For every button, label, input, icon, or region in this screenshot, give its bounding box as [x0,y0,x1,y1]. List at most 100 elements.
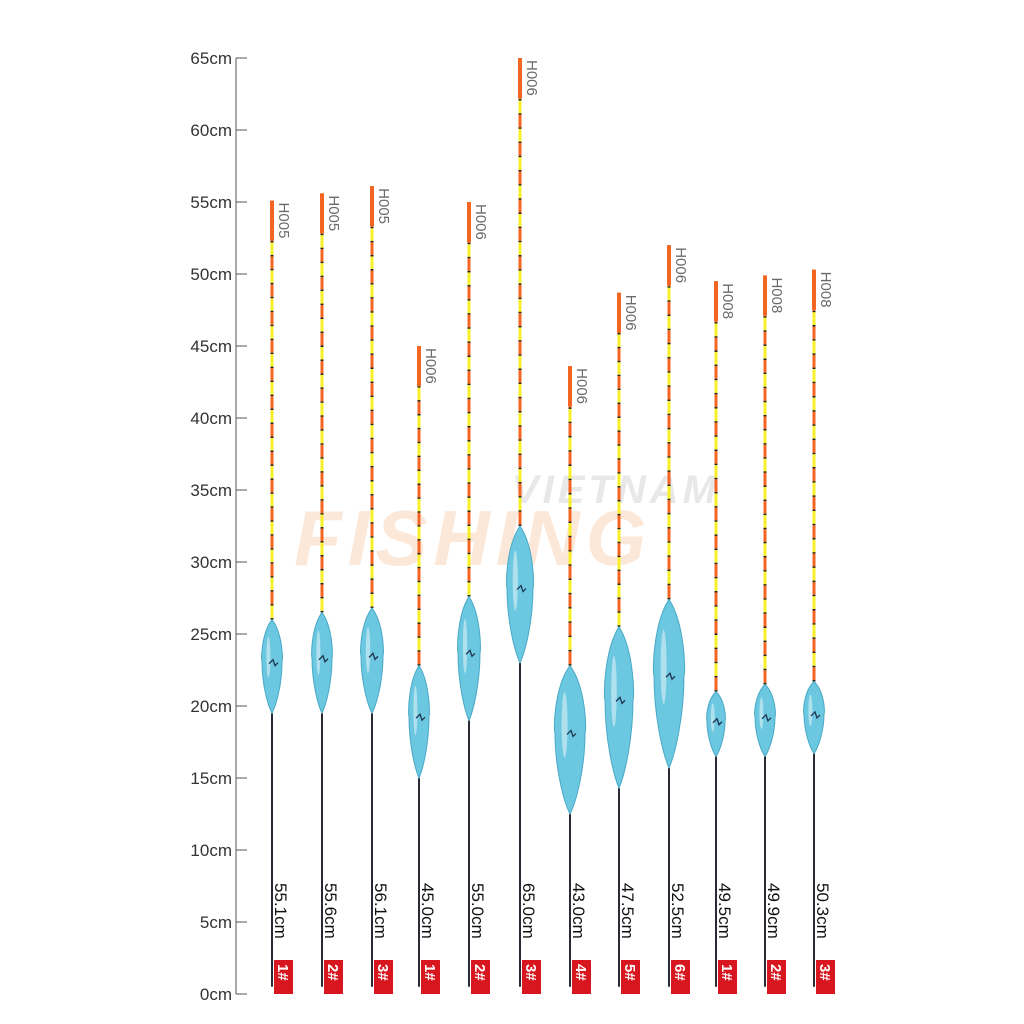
size-badge-label: 1# [274,964,291,981]
float-item: H006 65.0cm 3# [505,58,541,994]
watermark-line2: FISHING [294,494,652,582]
float-model-label: H008 [768,277,785,313]
float-length-label: 47.5cm [618,883,637,939]
ruler-tick-label: 40cm [190,409,232,428]
float-body-highlight [611,655,617,727]
size-badge-label: 6# [671,964,688,981]
float-logo-mark [318,654,329,663]
float-body-highlight [759,697,764,730]
ruler-axis: 0cm 5cm 10cm 15cm 20cm 25cm 30cm 35cm 40cm 45cm 50… [190,49,247,1004]
float-item: H006 55.0cm 2# [457,202,490,994]
float-model-label: H008 [817,272,834,308]
float-logo-mark [268,658,279,667]
ruler-tick-label: 0cm [200,985,232,1004]
float-body-highlight [365,627,371,674]
float-item: H006 47.5cm 5# [603,292,640,994]
float-body-highlight [266,636,271,678]
float-length-label: 43.0cm [569,883,588,939]
ruler-tick-label: 65cm [190,49,232,68]
float-model-label: H005 [375,188,392,224]
float-body [457,595,481,722]
float-item: H005 55.6cm 2# [311,193,343,994]
float-logo-mark [415,713,426,722]
float-model-label: H006 [472,204,489,240]
ruler-tick-label: 10cm [190,841,232,860]
ruler-tick-label: 30cm [190,553,232,572]
float-model-label: H006 [672,247,689,283]
float-body-highlight [808,694,813,727]
float-length-label: 49.9cm [764,883,783,939]
float-item: H005 56.1cm 3# [360,186,393,994]
size-badge [718,960,737,994]
size-badge-label: 5# [621,964,638,981]
float-item: H005 55.1cm 1# [261,200,293,994]
float-model-label: H006 [573,368,590,404]
float-length-label: 52.5cm [668,883,687,939]
float-item: H006 45.0cm 1# [408,346,440,994]
float-item: H008 49.9cm 2# [754,275,786,994]
float-body-highlight [316,630,321,675]
ruler-tick-label: 15cm [190,769,232,788]
float-length-label: 56.1cm [371,883,390,939]
float-length-label: 45.0cm [418,883,437,939]
float-item: H008 50.3cm 3# [803,269,835,994]
float-item: H006 52.5cm 6# [652,245,690,994]
float-length-label: 55.6cm [321,883,340,939]
float-length-label: 49.5cm [715,883,734,939]
float-body-highlight [413,685,418,736]
float-model-label: H006 [422,348,439,384]
size-badge-label: 1# [421,964,438,981]
float-length-label: 55.0cm [468,883,487,939]
ruler-tick-label: 45cm [190,337,232,356]
float-logo-mark [566,729,577,738]
watermark: VIETNAM FISHING [294,468,720,582]
ruler-tick-label: 20cm [190,697,232,716]
ruler-tick-label: 55cm [190,193,232,212]
float-logo-mark [761,713,772,723]
float-model-label: H006 [523,60,540,96]
float-logo-mark [665,672,676,681]
size-badge [671,960,690,994]
size-badge [421,960,440,994]
float-logo-mark [465,649,476,658]
float-model-label: H005 [275,203,292,239]
ruler-tick-label: 25cm [190,625,232,644]
float-item: H006 43.0cm 4# [553,366,591,994]
size-badge [274,960,293,994]
size-badge-label: 1# [718,964,735,981]
size-badge [767,960,786,994]
size-badge-label: 3# [816,964,833,981]
float-body [408,664,430,780]
float-model-label: H005 [325,195,342,231]
ruler-tick-label: 60cm [190,121,232,140]
float-body [652,598,686,770]
float-model-label: H008 [719,283,736,319]
float-length-label: 50.3cm [813,883,832,939]
float-item: H008 49.5cm 1# [706,281,737,994]
ruler-tick-label: 5cm [200,913,232,932]
float-body [553,664,587,816]
float-logo-mark [810,710,821,720]
size-badge-label: 3# [522,964,539,981]
ruler-tick-label: 35cm [190,481,232,500]
float-body-highlight [561,692,568,758]
float-body [706,690,726,758]
float-body [505,525,535,664]
float-lineup: H00555.1cm1#H00555.6cm2#H00556.1cm3#H006… [261,58,835,994]
float-logo-mark [712,717,723,726]
float-body-highlight [660,629,667,704]
float-body-highlight [462,618,468,674]
float-body [803,680,825,755]
watermark-line1: VIETNAM [512,468,720,512]
float-body [311,611,333,715]
size-badge-label: 4# [572,964,589,981]
size-badge [572,960,591,994]
size-badge-label: 2# [471,964,488,981]
float-model-label: H006 [622,295,639,331]
float-body [754,683,776,758]
float-length-label: 65.0cm [519,883,538,939]
float-body-highlight [710,703,715,732]
size-badge [621,960,640,994]
size-badge-label: 2# [767,964,784,981]
float-logo-mark [368,652,379,661]
